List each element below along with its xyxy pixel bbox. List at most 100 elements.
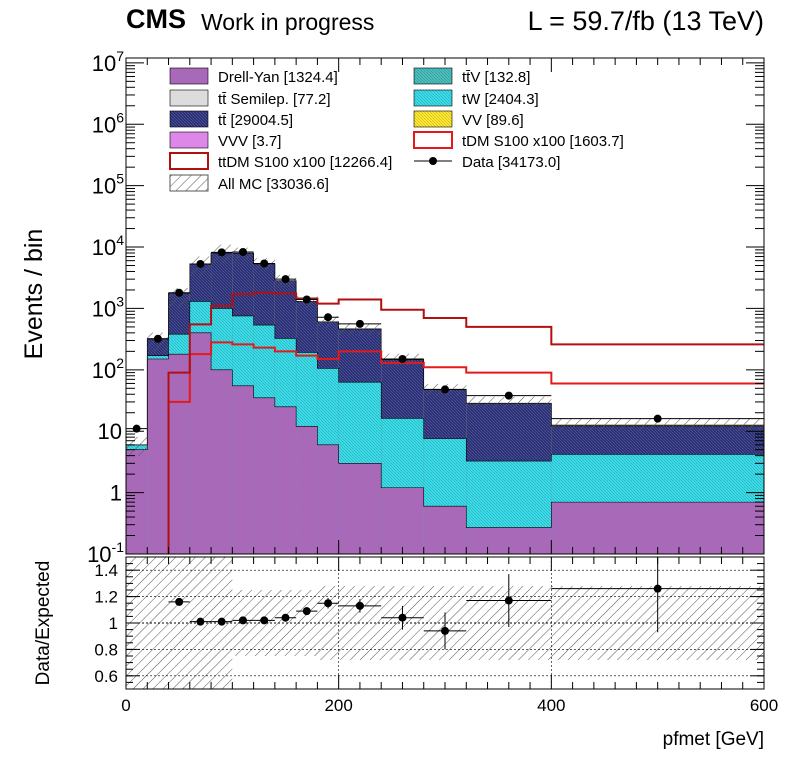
mc-uncertainty-hatch (551, 418, 764, 431)
legend-swatch-fill (413, 89, 453, 107)
y-tick-label: 103 (92, 293, 124, 321)
data-point (217, 248, 226, 257)
ratio-point (217, 617, 226, 626)
legend-swatch-line (169, 152, 209, 170)
legend-label: All MC [33036.6] (218, 176, 329, 193)
stack-bar-drellyan (274, 406, 297, 554)
legend-label: tW [2404.3] (462, 91, 539, 108)
ratio-point (175, 597, 184, 606)
ratio-points-layer (168, 557, 764, 650)
mc-uncertainty-hatch (338, 323, 382, 336)
legend-swatch-marker (429, 157, 437, 165)
ratio-grid (126, 557, 764, 689)
legend-label: tt̄ Semilep. [77.2] (218, 91, 331, 108)
stack-bar-drellyan (551, 502, 764, 554)
signal-lines-layer (126, 291, 764, 554)
ratio-y-tick-label: 1.4 (94, 561, 118, 580)
y-tick-label: 106 (92, 109, 124, 137)
luminosity-label: L = 59.7/fb (13 TeV) (528, 6, 764, 36)
legend-swatch-fill (169, 131, 209, 149)
data-point (281, 275, 290, 284)
ratio-hatch-bin (147, 557, 169, 689)
ratio-y-tick-label: 0.6 (94, 667, 118, 686)
stack-bar-drellyan (232, 385, 254, 554)
legend-label: ttDM S100 x100 [12266.4] (218, 154, 392, 171)
y-tick-label: 105 (92, 171, 124, 199)
ratio-point (260, 616, 269, 625)
ratio-point (302, 607, 311, 616)
stack-outline-drellyan (126, 332, 764, 528)
data-point (398, 355, 407, 364)
y-tick-label: 102 (92, 355, 124, 383)
stack-bar-drellyan (147, 359, 169, 554)
ratio-plot-panel: 0.6 0.8 1 1.2 1.4 0 200 400 600 (94, 556, 778, 715)
legend-label: VV [89.6] (462, 112, 524, 129)
ratio-point (441, 626, 449, 635)
legend-swatch-line (413, 131, 453, 149)
x-tick-label: 600 (750, 696, 778, 715)
legend-swatch-fill (413, 110, 453, 128)
ratio-y-tick-label: 0.8 (94, 640, 118, 659)
mc-uncertainty-hatch (466, 396, 552, 409)
legend-swatch-hatch (169, 174, 209, 192)
stack-bar-drellyan (211, 369, 233, 554)
legend-label: tDM S100 x100 [1603.7] (462, 133, 624, 150)
legend-swatch-fill (169, 89, 209, 107)
mc-uncertainty-hatch (317, 315, 339, 328)
mc-uncertainty-hatch (126, 436, 148, 457)
ratio-y-axis-title: Data/Expected (33, 561, 54, 686)
legend-swatch-fill (169, 67, 209, 85)
ratio-point (355, 601, 364, 610)
stack-bar-drellyan (338, 463, 382, 554)
ratio-hatch-bin (274, 590, 297, 656)
x-axis-title: pfmet [GeV] (663, 729, 764, 750)
data-point (196, 259, 205, 268)
ratio-y-tick-label: 1 (109, 614, 118, 633)
stack-outline-tw (126, 301, 764, 462)
data-point (238, 248, 247, 257)
legend-label: VVV [3.7] (218, 133, 281, 150)
data-point (355, 319, 364, 328)
ratio-point (398, 613, 407, 622)
stack-bar-drellyan (317, 444, 339, 554)
mc-stack-layer (126, 244, 764, 554)
data-points-layer (126, 248, 764, 433)
data-point (504, 391, 513, 400)
legend-label: Data [34173.0] (462, 154, 560, 171)
data-point (260, 259, 269, 268)
ratio-point (324, 599, 333, 608)
ratio-point (653, 584, 662, 593)
data-point (653, 414, 662, 423)
stack-bar-drellyan (253, 397, 275, 554)
ratio-axes: 0.6 0.8 1 1.2 1.4 0 200 400 600 (94, 556, 778, 715)
y-tick-label: 1 (110, 481, 122, 506)
stack-bar-drellyan (126, 449, 148, 554)
stack-bar-drellyan (423, 506, 467, 554)
ratio-hatch-bin (317, 586, 339, 660)
x-tick-label: 0 (121, 696, 130, 715)
cms-label: CMS (126, 4, 186, 34)
stack-bar-drellyan (381, 487, 424, 554)
stack-bar-drellyan (168, 354, 190, 554)
legend: Drell-Yan [1324.4] tt̄V [132.8] tt̄ Semile… (169, 67, 624, 193)
ratio-point (281, 613, 290, 622)
data-point (132, 424, 141, 433)
data-point (153, 334, 162, 343)
y-tick-label: 107 (92, 48, 124, 76)
ratio-y-tick-label: 1.2 (94, 588, 118, 607)
legend-label: Drell-Yan [1324.4] (218, 69, 338, 86)
x-tick-label: 200 (324, 696, 352, 715)
ratio-point (196, 617, 205, 626)
data-point (175, 288, 184, 297)
legend-label: tt̄ [29004.5] (218, 112, 293, 129)
y-tick-label: 10 (98, 419, 122, 444)
y-axis-title: Events / bin (20, 229, 48, 360)
work-in-progress-label: Work in progress (201, 9, 374, 35)
ratio-point (504, 596, 513, 605)
data-point (302, 295, 311, 304)
x-tick-label: 400 (537, 696, 565, 715)
stack-bar-drellyan (296, 426, 318, 554)
legend-swatch-fill (169, 110, 209, 128)
